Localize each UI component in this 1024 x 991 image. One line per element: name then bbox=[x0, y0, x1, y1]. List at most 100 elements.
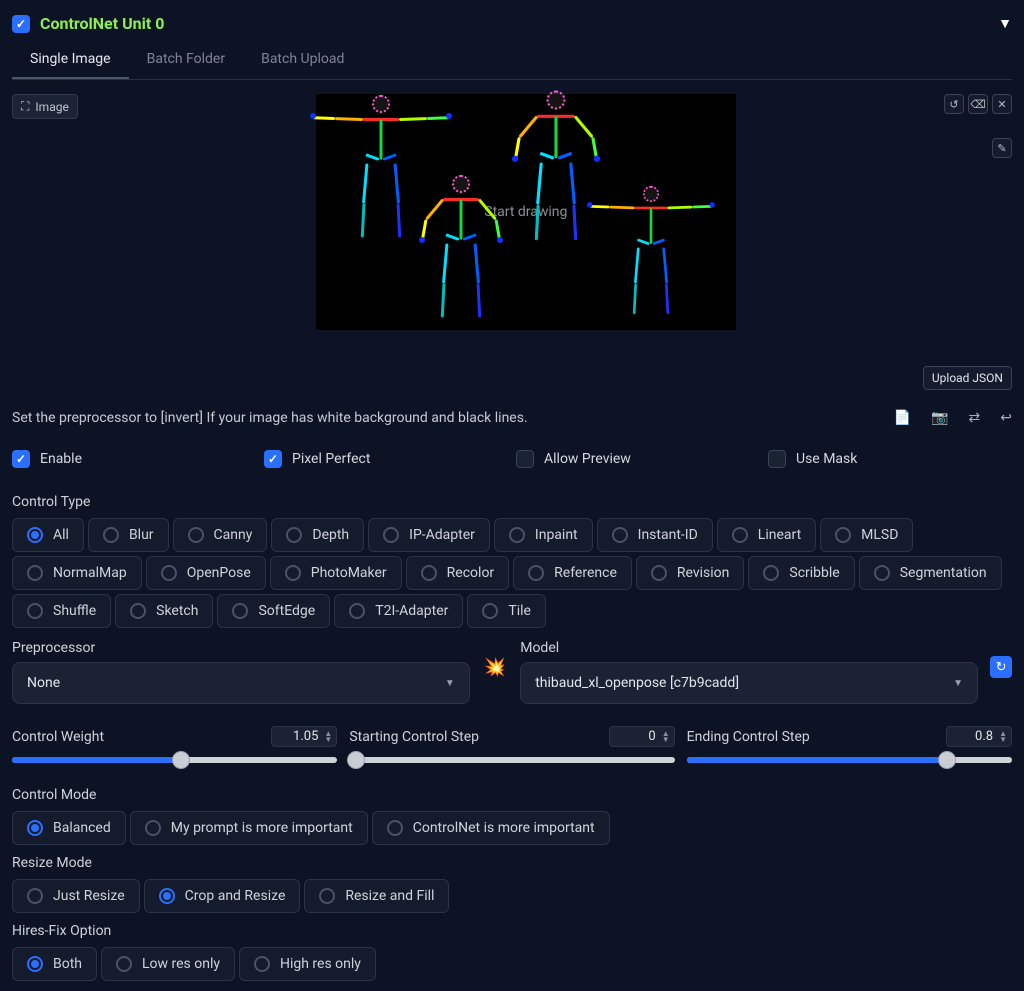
unit-title: ControlNet Unit 0 bbox=[40, 14, 164, 33]
tab-batch-folder[interactable]: Batch Folder bbox=[129, 41, 243, 79]
radio-instant-id[interactable]: Instant-ID bbox=[597, 518, 713, 552]
upload-json-button[interactable]: Upload JSON bbox=[923, 366, 1012, 390]
hires-fix-label: Hires-Fix Option bbox=[12, 913, 1012, 947]
control-weight-slider[interactable] bbox=[12, 757, 337, 763]
pen-button[interactable]: ✎ bbox=[992, 138, 1012, 158]
starting-control-step-slider[interactable] bbox=[349, 757, 674, 763]
dropdown-row: Preprocessor None ▼ 💥 Model thibaud_xl_o… bbox=[12, 628, 1012, 704]
radio-indicator bbox=[482, 603, 498, 619]
radio-label: Canny bbox=[214, 527, 253, 543]
radio-segmentation[interactable]: Segmentation bbox=[859, 556, 1002, 590]
radio-high-res-only[interactable]: High res only bbox=[239, 947, 376, 981]
pixel-perfect-option: Pixel Perfect bbox=[264, 450, 508, 468]
model-select[interactable]: thibaud_xl_openpose [c7b9cadd] ▼ bbox=[520, 662, 978, 704]
radio-scribble[interactable]: Scribble bbox=[748, 556, 854, 590]
radio-both[interactable]: Both bbox=[12, 947, 97, 981]
ending-control-step-slider[interactable] bbox=[687, 757, 1012, 763]
radio-indicator bbox=[387, 820, 403, 836]
radio-just-resize[interactable]: Just Resize bbox=[12, 879, 140, 913]
radio-label: Blur bbox=[129, 527, 154, 543]
radio-label: NormalMap bbox=[53, 565, 127, 581]
radio-label: Shuffle bbox=[53, 603, 96, 619]
pose-canvas[interactable]: Start drawing bbox=[316, 94, 736, 330]
send-back-icon[interactable]: ↩ bbox=[1000, 410, 1012, 426]
radio-indicator bbox=[27, 820, 43, 836]
starting-control-step-input[interactable]: 0 ▲▼ bbox=[609, 726, 675, 747]
tab-single-image[interactable]: Single Image bbox=[12, 41, 129, 79]
radio-revision[interactable]: Revision bbox=[636, 556, 745, 590]
enable-checkbox[interactable] bbox=[12, 450, 30, 468]
radio-recolor[interactable]: Recolor bbox=[406, 556, 510, 590]
image-badge[interactable]: ⛶ Image bbox=[12, 94, 78, 119]
allow-preview-checkbox[interactable] bbox=[516, 450, 534, 468]
use-mask-option: Use Mask bbox=[768, 450, 1012, 468]
preprocessor-value: None bbox=[27, 675, 60, 691]
radio-inpaint[interactable]: Inpaint bbox=[494, 518, 593, 552]
radio-normalmap[interactable]: NormalMap bbox=[12, 556, 142, 590]
stepper-icon[interactable]: ▲▼ bbox=[999, 731, 1007, 743]
radio-blur[interactable]: Blur bbox=[88, 518, 169, 552]
run-preprocessor-icon[interactable]: 💥 bbox=[482, 657, 508, 688]
radio-my-prompt-is-more-important[interactable]: My prompt is more important bbox=[130, 811, 368, 845]
radio-indicator bbox=[319, 888, 335, 904]
canvas-tools: ↺ ⌫ ✕ ✎ bbox=[944, 94, 1012, 182]
control-weight-input[interactable]: 1.05 ▲▼ bbox=[271, 726, 337, 747]
radio-label: Depth bbox=[312, 527, 349, 543]
radio-ip-adapter[interactable]: IP-Adapter bbox=[368, 518, 490, 552]
unit-enabled-checkbox[interactable] bbox=[12, 15, 30, 33]
radio-reference[interactable]: Reference bbox=[513, 556, 632, 590]
swap-icon[interactable]: ⇄ bbox=[969, 410, 981, 426]
radio-softedge[interactable]: SoftEdge bbox=[217, 594, 330, 628]
radio-sketch[interactable]: Sketch bbox=[115, 594, 213, 628]
radio-indicator bbox=[286, 527, 302, 543]
radio-crop-and-resize[interactable]: Crop and Resize bbox=[144, 879, 301, 913]
radio-label: SoftEdge bbox=[258, 603, 315, 619]
radio-canny[interactable]: Canny bbox=[173, 518, 268, 552]
radio-controlnet-is-more-important[interactable]: ControlNet is more important bbox=[372, 811, 610, 845]
radio-photomaker[interactable]: PhotoMaker bbox=[270, 556, 402, 590]
radio-label: Instant-ID bbox=[638, 527, 698, 543]
ending-control-step-input[interactable]: 0.8 ▲▼ bbox=[946, 726, 1012, 747]
tab-batch-upload[interactable]: Batch Upload bbox=[243, 41, 362, 79]
radio-lineart[interactable]: Lineart bbox=[717, 518, 816, 552]
radio-indicator bbox=[27, 565, 43, 581]
control-type-label: Control Type bbox=[12, 484, 1012, 518]
radio-label: Low res only bbox=[142, 956, 220, 972]
radio-resize-and-fill[interactable]: Resize and Fill bbox=[304, 879, 449, 913]
panel-header: ControlNet Unit 0 ▼ bbox=[12, 10, 1012, 41]
control-weight-group: Control Weight 1.05 ▲▼ bbox=[12, 726, 337, 763]
camera-icon[interactable]: 📷 bbox=[931, 410, 948, 426]
stepper-icon[interactable]: ▲▼ bbox=[662, 731, 670, 743]
new-canvas-icon[interactable]: 📄 bbox=[894, 410, 911, 426]
radio-tile[interactable]: Tile bbox=[467, 594, 546, 628]
erase-button[interactable]: ⌫ bbox=[968, 94, 988, 114]
radio-balanced[interactable]: Balanced bbox=[12, 811, 126, 845]
starting-control-step-value: 0 bbox=[648, 729, 655, 744]
radio-indicator bbox=[732, 527, 748, 543]
close-button[interactable]: ✕ bbox=[992, 94, 1012, 114]
radio-openpose[interactable]: OpenPose bbox=[146, 556, 266, 590]
use-mask-checkbox[interactable] bbox=[768, 450, 786, 468]
radio-label: Reference bbox=[554, 565, 617, 581]
undo-button[interactable]: ↺ bbox=[944, 94, 964, 114]
radio-indicator bbox=[528, 565, 544, 581]
refresh-models-button[interactable]: ↻ bbox=[990, 656, 1012, 678]
stepper-icon[interactable]: ▲▼ bbox=[324, 731, 332, 743]
radio-depth[interactable]: Depth bbox=[271, 518, 364, 552]
radio-mlsd[interactable]: MLSD bbox=[820, 518, 913, 552]
pixel-perfect-checkbox[interactable] bbox=[264, 450, 282, 468]
hint-row: Set the preprocessor to [invert] If your… bbox=[12, 390, 1012, 434]
radio-label: Inpaint bbox=[535, 527, 578, 543]
radio-low-res-only[interactable]: Low res only bbox=[101, 947, 235, 981]
radio-t2i-adapter[interactable]: T2I-Adapter bbox=[334, 594, 463, 628]
radio-indicator bbox=[835, 527, 851, 543]
ending-control-step-value: 0.8 bbox=[975, 729, 993, 744]
radio-shuffle[interactable]: Shuffle bbox=[12, 594, 111, 628]
preprocessor-select[interactable]: None ▼ bbox=[12, 662, 470, 704]
allow-preview-label: Allow Preview bbox=[544, 451, 631, 467]
collapse-caret-icon[interactable]: ▼ bbox=[998, 15, 1012, 32]
use-mask-label: Use Mask bbox=[796, 451, 857, 467]
resize-mode-label: Resize Mode bbox=[12, 845, 1012, 879]
radio-all[interactable]: All bbox=[12, 518, 84, 552]
options-row: EnablePixel PerfectAllow PreviewUse Mask bbox=[12, 434, 1012, 484]
